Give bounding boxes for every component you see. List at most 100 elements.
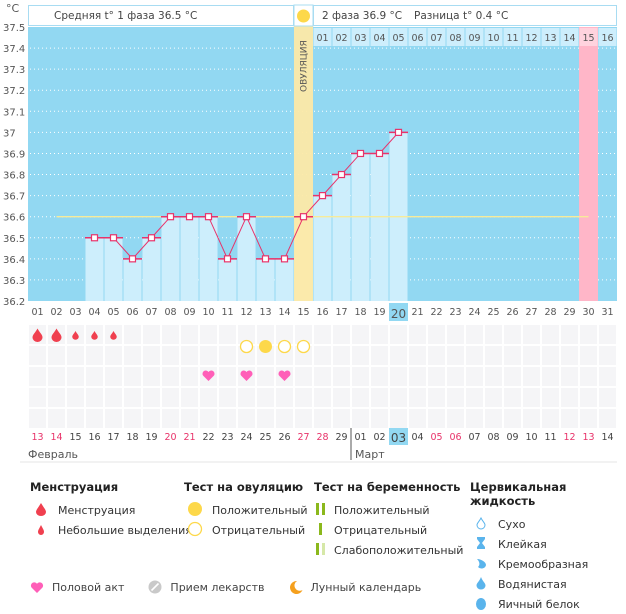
temperature-bar: [85, 237, 104, 301]
difference-label: Разница t° 0.4 °C: [414, 10, 508, 22]
event-cell: [124, 367, 141, 386]
x-tick-label: 13: [259, 307, 271, 318]
temperature-point: [337, 170, 346, 179]
calendar-date-label: 01: [354, 432, 366, 443]
event-cell: [485, 367, 502, 386]
legend-item-sticky: Клейкая: [470, 534, 626, 554]
event-cell: [485, 346, 502, 365]
temperature-point: [147, 234, 156, 242]
event-cell: [257, 367, 274, 386]
event-cell: [276, 388, 293, 407]
temperature-bar: [161, 216, 180, 301]
event-cell: [504, 409, 521, 428]
event-cell: [561, 346, 578, 365]
y-tick-label: 36.4: [3, 255, 25, 266]
temperature-point: [223, 255, 232, 263]
event-cell: [86, 409, 103, 428]
x-tick-label: 15: [297, 307, 309, 318]
event-cell: [333, 325, 350, 344]
y-tick-label: 37.4: [3, 44, 25, 55]
temperature-bar: [142, 237, 161, 301]
spotting-drop-icon: [110, 330, 117, 340]
event-cell: [219, 388, 236, 407]
calendar-date-label: 13: [31, 432, 43, 443]
event-cell: [48, 367, 65, 386]
event-cell: [561, 388, 578, 407]
event-cell: [333, 409, 350, 428]
ovulation-test-negative-icon: [239, 339, 254, 354]
event-cell: [485, 325, 502, 344]
temperature-point: [242, 213, 251, 221]
event-cell: [561, 325, 578, 344]
event-cell: [200, 346, 217, 365]
temperature-point: [109, 234, 118, 242]
event-cell: [371, 367, 388, 386]
event-cell: [466, 409, 483, 428]
event-cell: [580, 409, 597, 428]
event-cell: [200, 409, 217, 428]
event-cell: [352, 409, 369, 428]
event-cell: [29, 409, 46, 428]
event-cell: [143, 367, 160, 386]
event-cell: [580, 367, 597, 386]
calendar-date-label: 26: [278, 432, 290, 443]
top-day-cell: [408, 28, 427, 46]
creamy-drop-icon: [470, 556, 492, 573]
top-day-cell: [484, 28, 503, 46]
y-tick-label: 36.3: [3, 276, 25, 287]
top-day-label: 10: [487, 33, 499, 44]
x-tick-label: 29: [563, 307, 575, 318]
top-day-cell: [351, 28, 370, 46]
x-tick-label: 05: [107, 307, 119, 318]
event-cell: [352, 388, 369, 407]
event-cell: [219, 409, 236, 428]
event-cell: [447, 388, 464, 407]
y-tick-label: 37.5: [3, 23, 25, 34]
x-tick-label: 26: [506, 307, 518, 318]
x-tick-label: 07: [145, 307, 157, 318]
event-cell: [409, 409, 426, 428]
calendar-date-label: 21: [183, 432, 195, 443]
event-cell: [162, 325, 179, 344]
water-drop-icon: [470, 576, 492, 593]
event-cell: [409, 346, 426, 365]
x-tick-label: 02: [50, 307, 62, 318]
event-cell: [181, 346, 198, 365]
event-cell: [599, 346, 616, 365]
event-cell: [162, 388, 179, 407]
egg-white-icon: [470, 596, 492, 613]
x-tick-label: 22: [430, 307, 442, 318]
heart-icon: [30, 581, 44, 594]
event-cell: [504, 325, 521, 344]
heart-icon: [278, 370, 291, 381]
temperature-bar: [256, 258, 275, 301]
heart-icon: [240, 370, 253, 381]
top-day-cell: [541, 28, 560, 46]
ovulation-test-negative-icon: [277, 339, 292, 354]
menstruation-drop-icon: [32, 328, 43, 342]
event-cell: [105, 346, 122, 365]
event-cell: [428, 367, 445, 386]
event-cell: [409, 388, 426, 407]
event-cell: [542, 325, 559, 344]
event-cell: [181, 325, 198, 344]
event-cell: [29, 367, 46, 386]
y-tick-label: 36.5: [3, 234, 25, 245]
event-cell: [143, 325, 160, 344]
event-cell: [447, 409, 464, 428]
event-cell: [124, 346, 141, 365]
spotting-drop-icon: [72, 330, 79, 340]
calendar-date-label: 12: [563, 432, 575, 443]
x-tick-label: 23: [449, 307, 461, 318]
event-cell: [333, 388, 350, 407]
event-cell: [371, 388, 388, 407]
event-cell: [67, 346, 84, 365]
month-label: Февраль: [28, 448, 78, 461]
bbt-chart: Средняя t° 1 фаза 36.5 °C 2 фаза 36.9 °C Р…: [3, 2, 617, 463]
event-cell: [238, 409, 255, 428]
event-cell: [257, 325, 274, 344]
y-tick-label: 37: [3, 128, 16, 139]
x-tick-label: 10: [202, 307, 214, 318]
event-cell: [333, 367, 350, 386]
event-cell: [447, 346, 464, 365]
